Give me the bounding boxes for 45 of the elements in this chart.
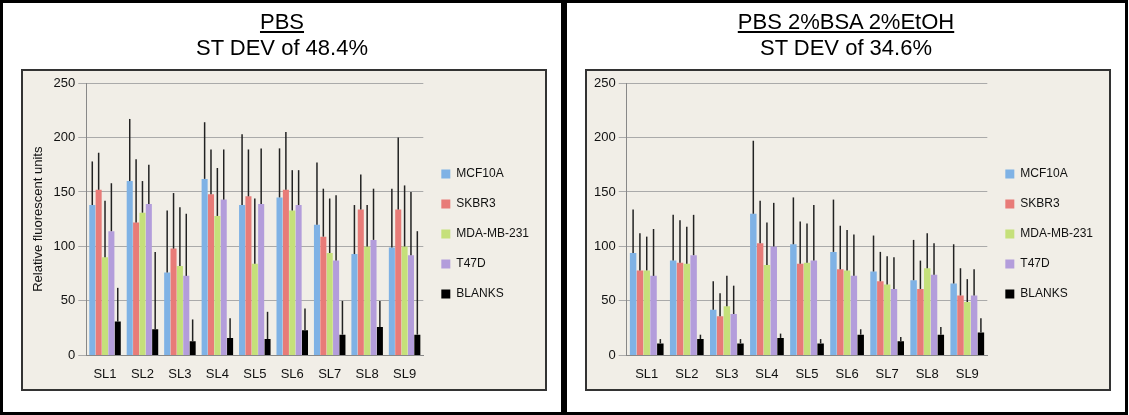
x-tick-label: SL7 — [318, 365, 342, 381]
y-tick-label: 150 — [593, 183, 616, 199]
x-tick-label: SL8 — [355, 365, 379, 381]
legend-label: T47D — [1020, 256, 1050, 271]
x-tick-label: SL4 — [205, 365, 229, 381]
legend-label: BLANKS — [456, 286, 504, 301]
chart-title: PBS 2%BSA 2%EtOH — [736, 9, 956, 35]
y-tick-label: 200 — [593, 129, 616, 145]
y-tick-label: 200 — [53, 129, 76, 145]
x-tick-label: SL8 — [915, 365, 939, 381]
legend-label: T47D — [456, 256, 486, 271]
y-tick-label: 100 — [593, 238, 616, 254]
x-tick-label: SL9 — [955, 365, 979, 381]
y-tick-label: 50 — [601, 292, 616, 308]
x-tick-label: SL7 — [875, 365, 899, 381]
y-tick-label: 0 — [68, 346, 76, 362]
x-tick-label: SL1 — [93, 365, 117, 381]
y-tick-label: 50 — [60, 292, 76, 308]
y-axis-title: Relative fluorescent units — [30, 146, 46, 292]
x-tick-label: SL6 — [835, 365, 859, 381]
legend-label: MCF10A — [456, 166, 504, 181]
y-tick-label: 100 — [53, 238, 76, 254]
chart-subtitle: ST DEV of 34.6% — [759, 35, 933, 61]
legend-label: BLANKS — [1020, 286, 1068, 301]
y-tick-label: 250 — [53, 74, 76, 90]
x-tick-label: SL2 — [675, 365, 699, 381]
x-tick-label: SL6 — [280, 365, 304, 381]
y-tick-label: 250 — [593, 74, 616, 90]
x-tick-label: SL1 — [635, 365, 659, 381]
x-tick-label: SL5 — [795, 365, 819, 381]
y-tick-label: 0 — [608, 346, 616, 362]
x-tick-label: SL3 — [168, 365, 192, 381]
chart-subtitle: ST DEV of 48.4% — [195, 35, 369, 61]
legend-label: MDA-MB-231 — [1020, 226, 1094, 241]
legend-label: SKBR3 — [456, 196, 496, 211]
legend-label: MDA-MB-231 — [456, 226, 530, 241]
y-tick-label: 150 — [53, 183, 76, 199]
x-tick-label: SL2 — [130, 365, 155, 381]
x-tick-label: SL9 — [393, 365, 417, 381]
x-tick-label: SL4 — [755, 365, 779, 381]
chart-title: PBS — [259, 9, 305, 35]
x-tick-label: SL5 — [243, 365, 267, 381]
legend-label: SKBR3 — [1020, 196, 1060, 211]
legend-label: MCF10A — [1020, 166, 1068, 181]
x-tick-label: SL3 — [715, 365, 739, 381]
